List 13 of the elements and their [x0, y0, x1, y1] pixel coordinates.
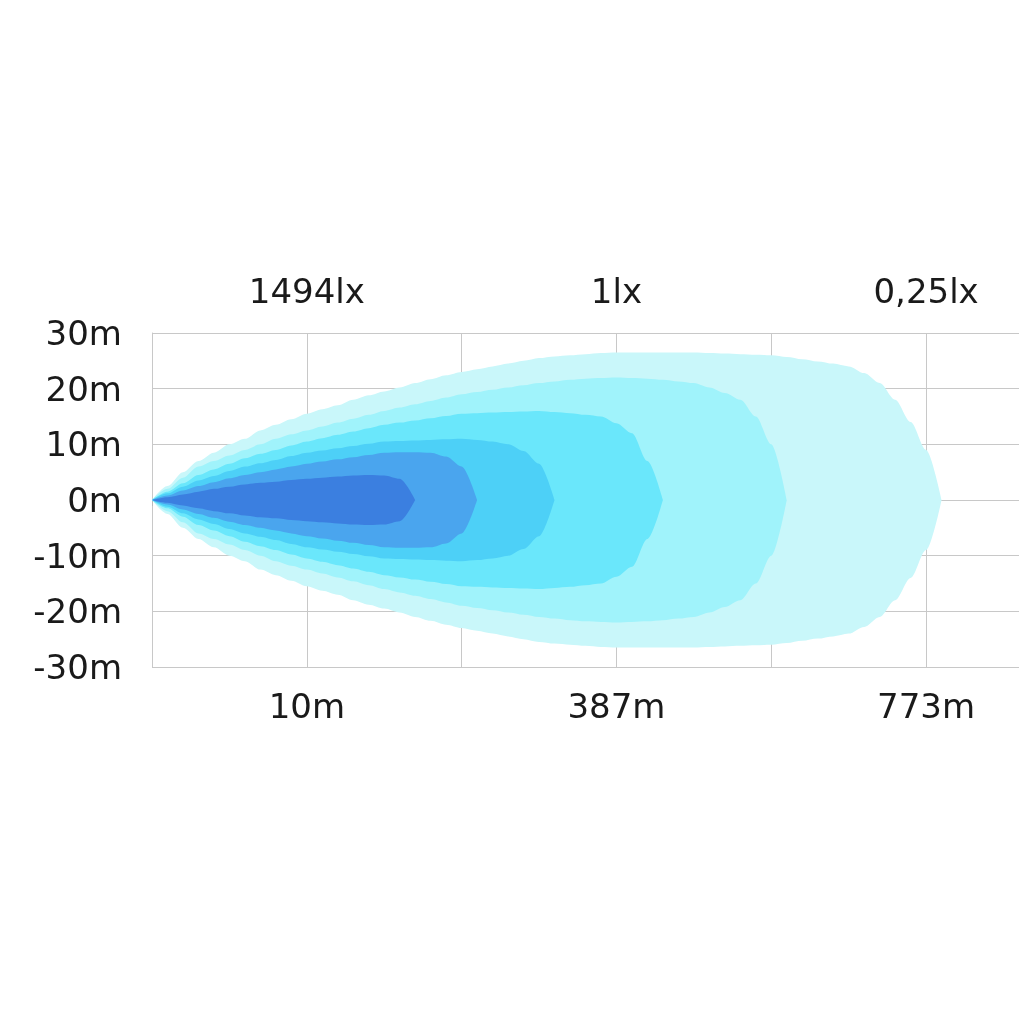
y-tick-label: -30m [33, 647, 122, 687]
y-tick-label: 10m [45, 424, 122, 465]
text: 1494lx [248, 271, 365, 311]
y-tick-label: -10m [33, 535, 122, 576]
x-tick-label: 773m [877, 686, 976, 726]
y-tick-label: 20m [45, 368, 122, 409]
text: 0,25lx [873, 271, 979, 311]
y-tick-label: -20m [33, 591, 122, 632]
x-tick-label: 10m [268, 686, 346, 726]
y-tick-label: 0m [67, 480, 122, 520]
text: 1lx [590, 271, 643, 311]
y-tick-label: 30m [45, 313, 122, 353]
x-tick-label: 387m [567, 686, 666, 726]
